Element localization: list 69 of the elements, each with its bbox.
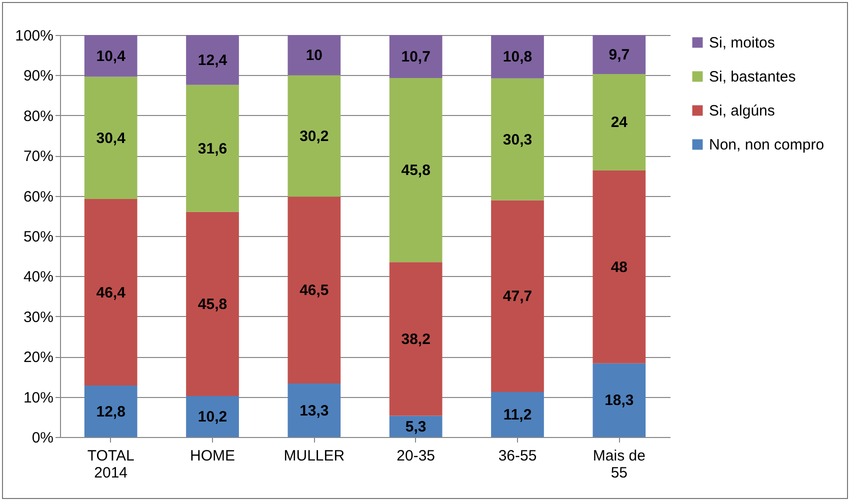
data-label: 38,2 [401, 330, 430, 348]
x-tick-label: 20-35 [396, 448, 436, 464]
data-label: 11,2 [503, 406, 532, 424]
bar [288, 384, 341, 437]
bar [592, 74, 646, 170]
bar [288, 75, 341, 197]
data-label: 10 [306, 47, 323, 64]
data-label: 18,3 [604, 392, 634, 410]
bar [389, 262, 442, 416]
y-tick-label: 0% [32, 430, 54, 446]
data-label: 46,4 [96, 284, 126, 302]
bar [288, 35, 341, 76]
data-label: 10,4 [96, 48, 126, 65]
bar [288, 196, 341, 384]
bar [491, 392, 544, 437]
x-tick-label: TOTAL 2014 [87, 448, 134, 482]
bar [592, 170, 646, 364]
x-tick-label: HOME [190, 448, 235, 464]
bar [186, 35, 239, 85]
x-tick-label: 36-55 [498, 448, 537, 464]
data-label: 31,6 [198, 140, 228, 158]
data-label: 45,8 [401, 162, 430, 180]
bar [84, 35, 138, 77]
y-tick-label: 30% [23, 308, 54, 326]
y-tick-label: 60% [23, 188, 54, 206]
y-tick-label: 10% [23, 389, 54, 406]
y-tick-label: 40% [23, 268, 54, 286]
data-label: 30,2 [300, 128, 329, 145]
bar [389, 416, 442, 437]
bar [84, 76, 138, 200]
y-tick-label: 20% [23, 349, 54, 366]
y-tick-label: 50% [23, 228, 54, 246]
data-label: 10,7 [401, 48, 430, 66]
legend-label: Si, algúns [709, 102, 775, 120]
bar [84, 386, 138, 437]
bar [389, 35, 442, 78]
data-label: 45,8 [198, 296, 228, 313]
bar [592, 35, 646, 74]
y-tick-label: 70% [23, 148, 54, 166]
x-tick-label: Mais de 55 [592, 448, 646, 482]
bar [491, 200, 544, 392]
legend-label: Non, non compro [709, 136, 824, 154]
bar [592, 363, 646, 437]
data-label: 5,3 [405, 418, 426, 436]
data-label: 9,7 [608, 46, 630, 64]
data-label: 46,5 [300, 282, 329, 300]
bar [389, 78, 442, 262]
data-label: 48 [610, 258, 628, 276]
data-label: 10,8 [502, 48, 532, 66]
legend-label: Si, moitos [709, 34, 775, 52]
data-label: 13,3 [300, 402, 329, 420]
bar [186, 212, 239, 396]
y-tick-label: 90% [23, 68, 54, 85]
data-label: 12,8 [96, 403, 126, 420]
bar [186, 396, 239, 437]
y-tick-label: 100% [15, 28, 54, 44]
bar [491, 35, 544, 78]
data-label: 30,4 [96, 130, 126, 147]
bar [491, 78, 544, 200]
data-label: 47,7 [502, 288, 532, 306]
data-label: 12,4 [198, 52, 228, 69]
x-tick-label: MULLER [284, 448, 345, 464]
legend-label: Si, bastantes [709, 68, 796, 86]
data-label: 30,3 [502, 131, 532, 148]
bar [84, 199, 138, 386]
y-tick-label: 80% [23, 108, 54, 125]
data-label: 10,2 [198, 408, 228, 426]
bar [186, 84, 239, 212]
data-label: 24 [610, 114, 628, 132]
